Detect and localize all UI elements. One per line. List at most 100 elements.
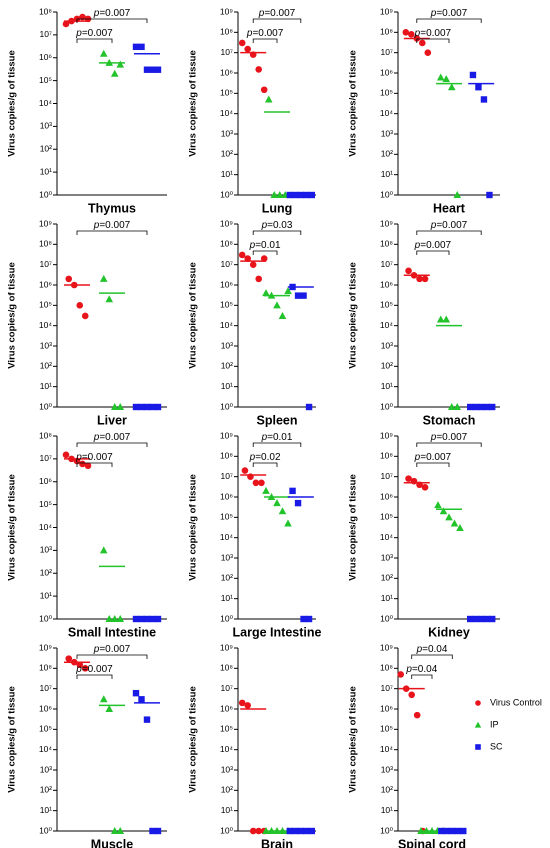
- y-tick-label: 10²: [221, 361, 233, 371]
- data-point: [76, 661, 84, 669]
- y-tick-label: 10¹: [381, 169, 393, 179]
- data-point: [456, 523, 464, 531]
- y-tick-label: 10⁴: [39, 320, 52, 330]
- data-point: [154, 827, 162, 835]
- y-tick-label: 10³: [40, 121, 52, 131]
- data-point: [305, 615, 313, 623]
- y-tick-label: 10⁷: [39, 683, 52, 693]
- y-tick-label: 10⁴: [380, 320, 393, 330]
- data-point: [99, 49, 108, 57]
- data-point: [436, 315, 445, 323]
- y-tick-label: 10⁹: [39, 642, 52, 652]
- data-point: [65, 275, 73, 283]
- y-tick-label: 10⁹: [380, 6, 393, 16]
- p-rest: =0.007: [99, 8, 130, 19]
- p-symbol: p: [93, 644, 100, 655]
- data-point: [262, 486, 270, 494]
- data-point: [453, 403, 462, 410]
- data-point: [402, 29, 410, 36]
- p-symbol: p: [414, 240, 421, 251]
- y-tick-label: 10⁶: [220, 67, 233, 77]
- significance-bracket: [76, 230, 148, 235]
- y-tick-label: 10⁶: [220, 279, 233, 289]
- data-point: [270, 191, 279, 198]
- y-tick-label: 10⁴: [39, 522, 52, 532]
- y-tick-label: 10⁶: [39, 279, 52, 289]
- y-tick-label: 10⁵: [380, 300, 393, 310]
- p-symbol: p: [261, 220, 268, 231]
- significance-bracket: [416, 18, 482, 23]
- data-point: [99, 695, 108, 703]
- y-tick-label: 10⁶: [220, 703, 233, 713]
- legend-marker: [474, 721, 482, 728]
- y-tick-label: 10⁸: [380, 451, 393, 461]
- p-rest: =0.007: [99, 432, 130, 443]
- y-tick-label: 10⁶: [39, 476, 52, 486]
- y-tick-label: 10⁰: [380, 401, 393, 411]
- y-tick-label: 10⁵: [220, 88, 233, 98]
- data-point: [255, 66, 262, 73]
- y-axis-label: Virus copies/g of tissue: [7, 474, 18, 580]
- data-point: [273, 301, 281, 309]
- y-tick-label: 10⁰: [39, 401, 52, 411]
- y-tick-label: 10⁰: [220, 189, 233, 199]
- data-point: [486, 191, 493, 199]
- y-tick-label: 10⁴: [380, 532, 393, 542]
- data-point: [447, 403, 456, 410]
- y-tick-label: 10⁷: [220, 259, 233, 269]
- significance-bracket: [411, 674, 433, 679]
- y-tick-label: 10⁷: [39, 259, 52, 269]
- y-tick-label: 10³: [221, 128, 233, 138]
- y-tick-label: 10¹: [40, 590, 52, 600]
- y-tick-label: 10⁵: [380, 724, 393, 734]
- significance-bracket: [411, 654, 453, 659]
- data-point: [421, 483, 429, 491]
- y-axis-label: Virus copies/g of tissue: [188, 262, 199, 368]
- p-rest: =0.04: [412, 664, 438, 675]
- y-axis-label: Virus copies/g of tissue: [348, 262, 359, 368]
- data-point: [110, 69, 119, 77]
- data-point: [416, 275, 423, 283]
- p-rest: =0.007: [82, 28, 113, 39]
- y-tick-label: 10⁵: [380, 88, 393, 98]
- y-tick-label: 10⁹: [220, 6, 233, 16]
- y-tick-label: 10⁰: [220, 825, 233, 835]
- data-point: [62, 20, 70, 28]
- p-value: p=0.007: [93, 220, 131, 231]
- y-tick-label: 10⁶: [380, 279, 393, 289]
- data-point: [421, 275, 429, 283]
- p-value: p=0.01: [261, 432, 293, 443]
- y-tick-label: 10⁹: [380, 218, 393, 228]
- data-point: [110, 827, 119, 834]
- y-tick-label: 10⁸: [380, 663, 393, 673]
- significance-bracket: [416, 250, 450, 255]
- y-tick-label: 10⁴: [39, 744, 52, 754]
- y-tick-label: 10²: [381, 361, 393, 371]
- y-tick-label: 10³: [40, 764, 52, 774]
- y-tick-label: 10⁵: [220, 300, 233, 310]
- y-tick-label: 10³: [381, 764, 393, 774]
- y-tick-label: 10⁹: [380, 642, 393, 652]
- p-symbol: p: [75, 664, 82, 675]
- y-tick-label: 10³: [221, 764, 233, 774]
- data-point: [284, 519, 292, 527]
- y-tick-label: 10⁷: [220, 471, 233, 481]
- y-tick-label: 10¹: [221, 169, 233, 179]
- significance-bracket: [252, 38, 278, 43]
- y-tick-label: 10⁴: [380, 744, 393, 754]
- data-point: [475, 84, 482, 91]
- data-point: [105, 295, 114, 303]
- data-point: [238, 39, 246, 47]
- y-tick-label: 10⁹: [220, 642, 233, 652]
- x-axis-label: Liver: [97, 413, 127, 427]
- y-tick-label: 10⁰: [220, 613, 233, 623]
- y-tick-label: 10⁷: [220, 683, 233, 693]
- data-point: [258, 479, 265, 487]
- y-axis-label: Virus copies/g of tissue: [188, 686, 199, 792]
- x-axis-label: Brain: [261, 837, 293, 848]
- data-point: [442, 315, 451, 323]
- y-tick-label: 10⁷: [380, 683, 393, 693]
- y-tick-label: 10¹: [221, 381, 233, 391]
- p-value: p=0.04: [405, 664, 437, 675]
